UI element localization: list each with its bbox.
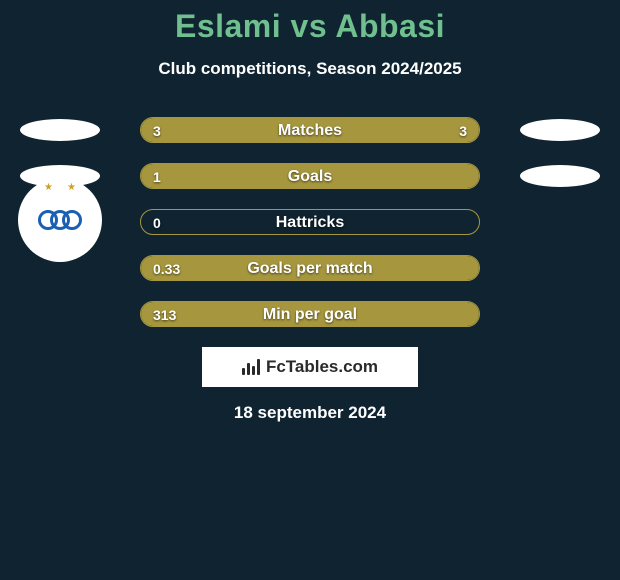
player-disc-right [520,119,600,141]
stat-label: Min per goal [141,302,479,327]
page-title: Eslami vs Abbasi [0,8,620,45]
club-badge-left: ★ ★ [18,178,102,262]
stat-row: 313Min per goal [0,301,620,327]
brand-text: FcTables.com [266,357,378,377]
stat-bar-track: 0.33Goals per match [140,255,480,281]
stat-bar-track: 1Goals [140,163,480,189]
stat-row: 33Matches [0,117,620,143]
stat-row: 1Goals [0,163,620,189]
subtitle: Club competitions, Season 2024/2025 [0,59,620,79]
date-label: 18 september 2024 [0,403,620,423]
stat-bar-track: 313Min per goal [140,301,480,327]
stat-bar-track: 0Hattricks [140,209,480,235]
bar-chart-icon [242,359,260,375]
stat-label: Matches [141,118,479,143]
stat-label: Goals [141,164,479,189]
player-disc-left [20,119,100,141]
stat-label: Hattricks [141,210,479,235]
stat-label: Goals per match [141,256,479,281]
stat-row: 0.33Goals per match [0,255,620,281]
player-disc-right [520,165,600,187]
brand-box: FcTables.com [202,347,418,387]
stat-bar-track: 33Matches [140,117,480,143]
